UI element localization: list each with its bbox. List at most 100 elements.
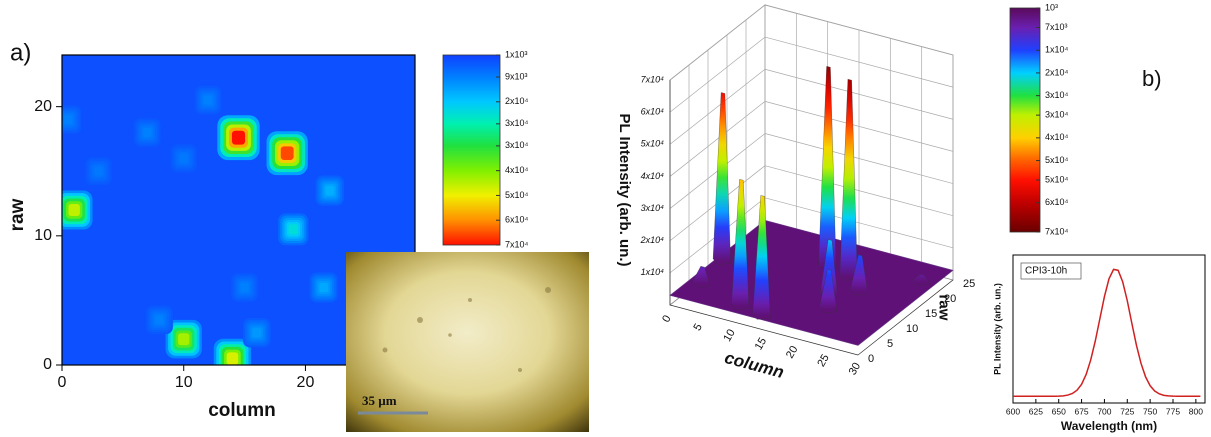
colorbar-tick-label: 3x10⁴ <box>1045 110 1069 120</box>
x-axis-label: column <box>723 348 786 382</box>
heat-spot <box>266 131 308 176</box>
photo-speck <box>448 333 452 337</box>
x-tick-label: 775 <box>1166 406 1180 416</box>
colorbar-tick-label: 4x10⁴ <box>1045 132 1069 142</box>
photo-speck <box>545 287 551 293</box>
colorbar-tick-label: 5x10⁴ <box>1045 155 1069 165</box>
x-tick-label: 10 <box>721 327 738 344</box>
heat-spot <box>145 305 173 335</box>
surface-peak <box>731 179 750 310</box>
x-tick-label: 5 <box>692 322 705 333</box>
surface-peak <box>839 78 858 281</box>
y-tick-label: 25 <box>963 278 975 290</box>
y-axis-line <box>857 279 954 356</box>
x-tick-label: 700 <box>1097 406 1111 416</box>
heat-spot <box>309 272 338 303</box>
photo-speck <box>417 317 423 323</box>
z-grid-line <box>669 36 766 113</box>
y-tick-label: 10 <box>906 323 918 335</box>
x-tick-label: 800 <box>1189 406 1203 416</box>
x-tick-label: 15 <box>753 336 770 353</box>
heat-spot <box>213 338 252 365</box>
heat-spot <box>170 144 198 173</box>
colorbar-tick-label: 3x10⁴ <box>505 118 529 128</box>
x-axis-label: Wavelength (nm) <box>1061 419 1157 433</box>
x-tick-label: 20 <box>784 344 801 361</box>
y-tick-label: 10 <box>34 227 52 244</box>
x-axis-label: column <box>208 400 276 421</box>
colorbar-tick-label: 5x10⁴ <box>1045 174 1069 184</box>
surface-peak <box>912 273 931 286</box>
z-axis-label: PL Intensity (arb. un.) <box>616 113 633 266</box>
heat-spot <box>62 105 82 134</box>
y-tick-label: 20 <box>944 293 956 305</box>
surface-peak <box>818 66 837 271</box>
z-tick-label: 6x10⁴ <box>641 107 665 117</box>
x-tick-label: 750 <box>1143 406 1157 416</box>
x-tick-label: 725 <box>1120 406 1134 416</box>
scale-bar-label: 35 µm <box>362 393 397 408</box>
surface-peak <box>850 254 869 296</box>
colorbar-tick-label: 3x10⁴ <box>1045 90 1069 100</box>
y-tick-label: 15 <box>925 308 937 320</box>
x-tick-label: 675 <box>1074 406 1088 416</box>
x-axis-line <box>669 304 859 356</box>
heat-spot <box>85 157 112 186</box>
x-tick-label: 0 <box>58 374 67 391</box>
colorbar-tick-label: 5x10⁴ <box>505 190 529 200</box>
colorbar-tick-label: 10³ <box>1045 2 1058 12</box>
plot-frame <box>61 54 416 366</box>
heat-spot <box>217 115 260 161</box>
x-tick-label: 600 <box>1006 406 1020 416</box>
colorbar <box>442 54 501 246</box>
photo-speck <box>382 347 388 353</box>
heat-spot <box>315 175 345 206</box>
surface-peak <box>712 92 731 265</box>
z-grid-line <box>669 68 766 145</box>
heat-spot <box>278 213 309 246</box>
colorbar <box>1009 7 1041 233</box>
y-axis-label: raw <box>7 198 28 231</box>
z-tick-label: 3x10⁴ <box>641 203 665 213</box>
colorbar-tick-label: 7x10³ <box>1045 22 1068 32</box>
y-tick-label: 5 <box>887 338 893 350</box>
colorbar-tick-label: 1x10⁴ <box>1045 45 1069 55</box>
colorbar-tick-label: 7x10⁴ <box>1045 226 1069 236</box>
y-tick-label: 20 <box>34 98 52 115</box>
surface-peak <box>819 269 838 314</box>
panel-label: a) <box>10 39 31 66</box>
colorbar-tick-label: 6x10⁴ <box>1045 197 1069 207</box>
y-axis-label: PL Intensity (arb. un.) <box>992 283 1002 375</box>
colorbar-tick-label: 1x10³ <box>505 49 528 59</box>
y-tick-label: 0 <box>43 356 52 373</box>
data-line <box>1013 268 1201 398</box>
z-tick-label: 1x10⁴ <box>641 267 665 277</box>
z-tick-label: 4x10⁴ <box>641 171 665 181</box>
z-grid-line <box>669 101 766 177</box>
x-tick-label: 10 <box>175 374 193 391</box>
legend-box <box>1020 262 1082 280</box>
colorbar-tick-label: 3x10⁴ <box>505 140 529 150</box>
colorbar-tick-label: 2x10⁴ <box>1045 67 1069 77</box>
photo-speck <box>518 368 522 372</box>
colorbar-tick-label: 9x10³ <box>505 71 528 81</box>
surface-peak <box>692 266 711 288</box>
y-axis-label: raw <box>936 295 953 321</box>
heat-spot <box>165 319 202 359</box>
colorbar-tick-label: 6x10⁴ <box>505 215 529 225</box>
panel-label: b) <box>1142 66 1162 91</box>
x-tick-label: 0 <box>660 313 673 324</box>
heat-spot <box>231 273 259 302</box>
heat-spot <box>133 118 161 147</box>
heat-spot <box>242 317 271 348</box>
x-tick-label: 20 <box>297 374 315 391</box>
colorbar-tick-label: 7x10⁴ <box>505 239 529 249</box>
x-tick-label: 650 <box>1052 406 1066 416</box>
x-tick-label: 25 <box>815 352 832 369</box>
x-tick-label: 30 <box>847 361 864 378</box>
colorbar-tick-label: 2x10⁴ <box>505 96 529 106</box>
x-tick-label: 625 <box>1029 406 1043 416</box>
z-tick-label: 5x10⁴ <box>641 139 665 149</box>
heat-spot <box>194 85 222 115</box>
